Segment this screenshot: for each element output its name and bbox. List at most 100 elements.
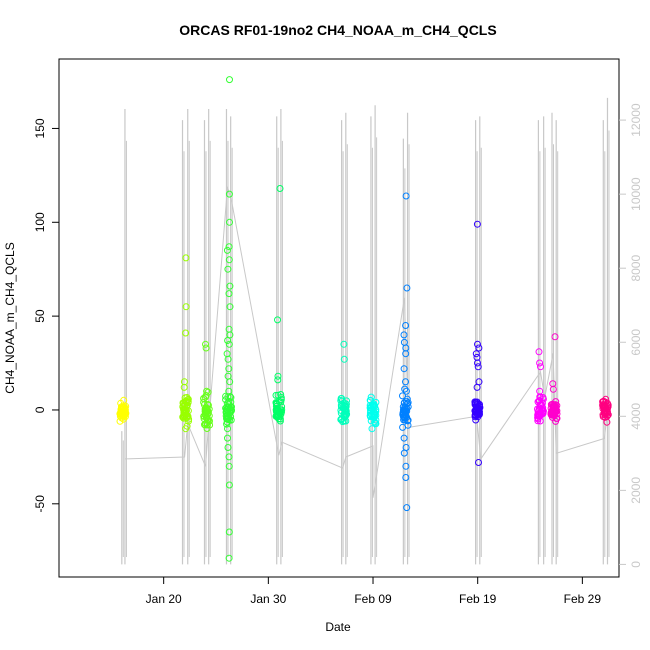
data-point	[402, 322, 410, 329]
data-point	[225, 397, 233, 405]
data-point	[225, 190, 233, 198]
data-point	[401, 385, 409, 393]
data-point	[120, 415, 127, 423]
data-point	[400, 449, 408, 457]
data-point	[276, 417, 284, 425]
data-point	[536, 393, 544, 401]
data-point	[225, 528, 233, 536]
data-point	[402, 474, 410, 481]
data-point	[116, 410, 124, 418]
data-point	[185, 417, 192, 425]
data-point	[203, 425, 211, 432]
data-point	[200, 395, 208, 403]
points-layer	[116, 76, 612, 562]
data-point	[182, 425, 190, 433]
data-point	[342, 406, 350, 414]
data-point	[203, 421, 211, 429]
data-point	[224, 425, 231, 433]
data-point	[402, 387, 410, 395]
data-point	[600, 402, 608, 410]
data-point	[474, 359, 481, 367]
data-point	[222, 409, 230, 417]
data-point	[202, 344, 210, 352]
data-point	[225, 290, 233, 298]
data-point	[341, 403, 349, 411]
data-point	[537, 363, 544, 371]
x-tick-label: Feb 19	[459, 592, 497, 606]
data-point	[343, 410, 351, 418]
data-point	[274, 316, 281, 324]
data-point	[340, 355, 348, 363]
y-axis-left: -50 0 50 100 150	[33, 118, 59, 512]
plot-frame	[58, 58, 620, 578]
altitude-layer	[121, 97, 610, 565]
data-point	[184, 398, 192, 406]
data-point	[404, 417, 412, 425]
data-point	[366, 396, 374, 404]
data-point	[121, 407, 129, 415]
data-point	[273, 402, 281, 410]
y-right-tick-label: 12000	[629, 103, 643, 137]
data-point	[226, 378, 234, 386]
x-axis: Jan 20 Jan 30 Feb 09 Feb 19 Feb 29	[146, 577, 601, 606]
data-point	[274, 376, 282, 384]
data-point	[371, 418, 379, 426]
data-point	[472, 407, 480, 415]
data-point	[224, 416, 232, 423]
data-point	[202, 340, 209, 348]
data-point	[343, 397, 350, 405]
data-point	[183, 394, 191, 401]
data-point	[339, 418, 347, 426]
y-tick-label: -50	[33, 495, 47, 513]
data-point	[475, 459, 482, 466]
x-tick-label: Feb 09	[354, 592, 392, 606]
data-point	[535, 348, 543, 356]
data-point	[474, 340, 481, 348]
data-point	[203, 387, 211, 395]
data-point	[227, 407, 235, 415]
data-point	[225, 365, 233, 373]
data-point	[402, 444, 410, 451]
data-point	[340, 404, 348, 412]
data-point	[404, 421, 412, 429]
data-point	[225, 400, 233, 408]
data-point	[474, 409, 482, 416]
data-point	[549, 385, 557, 393]
data-point	[202, 405, 210, 412]
y-tick-label: 150	[33, 118, 47, 138]
data-point	[227, 416, 235, 424]
data-point	[534, 417, 542, 425]
data-point	[400, 407, 408, 415]
data-point	[368, 425, 376, 433]
data-point	[182, 303, 190, 311]
x-axis-label: Date	[325, 620, 351, 634]
data-point	[473, 220, 481, 228]
data-point	[536, 417, 544, 425]
data-point	[538, 406, 546, 414]
data-point	[180, 409, 188, 416]
data-point	[179, 399, 187, 407]
y-right-tick-label: 4000	[629, 403, 643, 430]
data-point	[549, 401, 557, 409]
data-point	[403, 284, 411, 292]
data-point	[602, 395, 610, 403]
data-point	[226, 218, 233, 226]
data-point	[399, 409, 407, 417]
data-point	[225, 243, 233, 251]
data-point	[203, 406, 211, 414]
data-point	[181, 412, 188, 420]
data-point	[276, 185, 284, 192]
data-point	[225, 340, 233, 348]
data-point	[536, 359, 544, 367]
data-point	[549, 380, 557, 388]
altitude-ferry-line	[124, 186, 608, 498]
y-right-tick-label: 8000	[629, 255, 643, 282]
x-tick-label: Jan 20	[146, 592, 182, 606]
data-point	[182, 254, 190, 262]
data-point	[474, 400, 482, 408]
data-point	[370, 410, 377, 418]
data-point	[551, 333, 559, 341]
data-point	[539, 394, 547, 401]
data-point	[182, 329, 190, 337]
